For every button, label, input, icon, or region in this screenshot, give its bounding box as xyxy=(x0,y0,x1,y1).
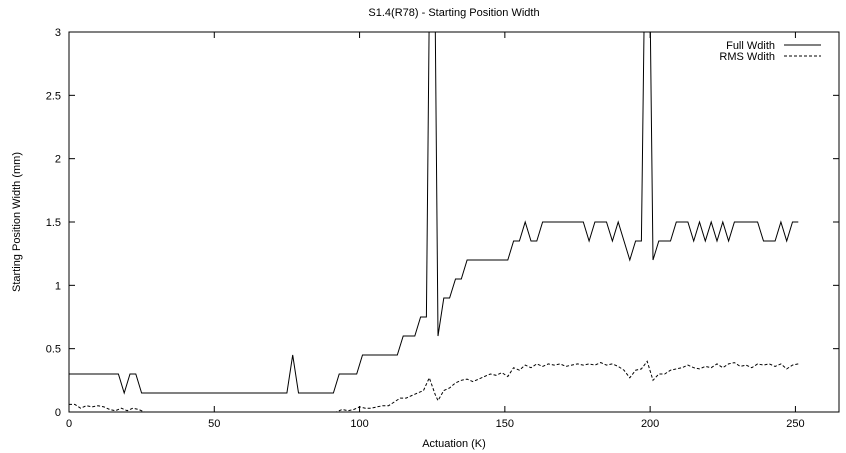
y-tick-label: 1 xyxy=(55,280,61,292)
series-line-rms-width xyxy=(69,360,799,412)
y-tick-label: 0 xyxy=(55,407,61,419)
legend-label: Full Wdith xyxy=(726,40,775,52)
x-tick-label: 100 xyxy=(350,418,368,430)
y-tick-label: 2.5 xyxy=(46,90,61,102)
x-tick-label: 0 xyxy=(66,418,72,430)
chart-title: S1.4(R78) - Starting Position Width xyxy=(368,7,539,19)
plot-frame xyxy=(68,31,840,413)
y-tick-label: 2 xyxy=(55,154,61,166)
series-line-full-width xyxy=(69,32,799,395)
y-axis-label: Starting Position Width (mm) xyxy=(11,152,23,292)
x-axis-label: Actuation (K) xyxy=(422,438,486,450)
x-tick-label: 150 xyxy=(496,418,514,430)
x-tick-label: 200 xyxy=(641,418,659,430)
axis-ticks: 0 50 100 150 200 250 0 0.5 1 1.5 2 2.5 3 xyxy=(46,27,839,430)
y-tick-label: 0.5 xyxy=(46,344,61,356)
x-tick-label: 250 xyxy=(786,418,804,430)
x-tick-label: 50 xyxy=(208,418,220,430)
legend-label: RMS Wdith xyxy=(719,51,775,63)
y-tick-label: 3 xyxy=(55,27,61,39)
y-tick-label: 1.5 xyxy=(46,217,61,229)
series-group xyxy=(69,32,799,412)
